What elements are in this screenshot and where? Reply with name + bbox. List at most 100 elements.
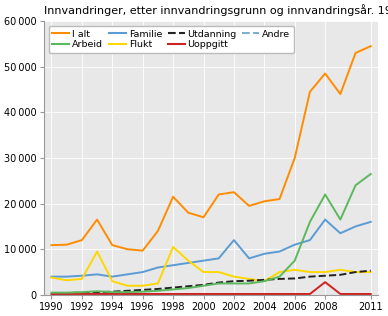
Andre: [156, 295, 160, 298]
Familie: [232, 238, 236, 242]
Familie: [353, 225, 358, 228]
Arbeid: [156, 289, 160, 293]
Familie: [293, 243, 297, 246]
Uoppgitt: [293, 292, 297, 296]
Arbeid: [353, 184, 358, 187]
Line: I alt: I alt: [52, 46, 371, 251]
Arbeid: [338, 218, 343, 222]
Familie: [369, 220, 373, 224]
Arbeid: [80, 290, 84, 294]
Arbeid: [308, 220, 312, 224]
Familie: [140, 270, 145, 274]
Familie: [308, 238, 312, 242]
Utdanning: [232, 279, 236, 283]
Uoppgitt: [156, 292, 160, 296]
Andre: [232, 295, 236, 298]
Flukt: [262, 279, 267, 283]
Flukt: [171, 245, 175, 249]
Familie: [338, 231, 343, 235]
Arbeid: [110, 290, 114, 294]
I alt: [338, 92, 343, 96]
Arbeid: [49, 291, 54, 295]
Utdanning: [95, 290, 99, 294]
I alt: [293, 156, 297, 160]
Utdanning: [369, 269, 373, 273]
Andre: [125, 295, 130, 298]
I alt: [64, 243, 69, 246]
Utdanning: [338, 273, 343, 277]
Arbeid: [262, 279, 267, 283]
Familie: [80, 274, 84, 278]
Familie: [110, 275, 114, 278]
Arbeid: [277, 275, 282, 278]
I alt: [262, 199, 267, 203]
Andre: [64, 295, 69, 298]
Andre: [247, 295, 251, 298]
Flukt: [323, 270, 327, 274]
Uoppgitt: [369, 292, 373, 296]
Familie: [247, 257, 251, 260]
Arbeid: [323, 192, 327, 196]
Flukt: [80, 277, 84, 281]
Utdanning: [156, 287, 160, 291]
Arbeid: [247, 282, 251, 285]
I alt: [80, 238, 84, 242]
Uoppgitt: [308, 292, 312, 296]
Utdanning: [293, 276, 297, 280]
Flukt: [338, 268, 343, 272]
Uoppgitt: [64, 292, 69, 296]
Flukt: [156, 282, 160, 285]
Uoppgitt: [217, 292, 221, 296]
Utdanning: [49, 292, 54, 295]
Flukt: [308, 270, 312, 274]
Uoppgitt: [232, 292, 236, 296]
Uoppgitt: [353, 292, 358, 296]
Uoppgitt: [171, 292, 175, 296]
Line: Familie: Familie: [52, 220, 371, 276]
Utdanning: [64, 291, 69, 295]
Familie: [125, 272, 130, 276]
Flukt: [95, 250, 99, 253]
Uoppgitt: [125, 292, 130, 296]
Familie: [64, 275, 69, 278]
I alt: [186, 211, 191, 215]
Text: Innvandringer, etter innvandringsgrunn og innvandringsår. 1990-2011: Innvandringer, etter innvandringsgrunn o…: [44, 4, 388, 16]
Flukt: [217, 270, 221, 274]
Andre: [110, 295, 114, 298]
Line: Arbeid: Arbeid: [52, 174, 371, 293]
Arbeid: [140, 290, 145, 294]
Andre: [140, 295, 145, 298]
Andre: [217, 295, 221, 298]
Flukt: [353, 270, 358, 274]
Flukt: [232, 275, 236, 278]
Andre: [369, 295, 373, 298]
Andre: [323, 295, 327, 298]
I alt: [49, 243, 54, 247]
I alt: [201, 216, 206, 219]
Arbeid: [64, 291, 69, 295]
Utdanning: [323, 274, 327, 278]
Andre: [95, 295, 99, 298]
I alt: [277, 197, 282, 201]
Familie: [171, 263, 175, 267]
Flukt: [110, 279, 114, 283]
Arbeid: [232, 282, 236, 285]
Flukt: [125, 284, 130, 288]
Familie: [323, 218, 327, 222]
Andre: [186, 295, 191, 298]
I alt: [125, 247, 130, 251]
Utdanning: [201, 283, 206, 287]
I alt: [171, 195, 175, 199]
Andre: [201, 295, 206, 298]
Utdanning: [277, 277, 282, 281]
Familie: [186, 261, 191, 265]
Andre: [338, 295, 343, 298]
Utdanning: [140, 288, 145, 292]
Uoppgitt: [247, 292, 251, 296]
Uoppgitt: [80, 292, 84, 296]
I alt: [323, 72, 327, 76]
I alt: [217, 192, 221, 196]
Uoppgitt: [95, 292, 99, 296]
Utdanning: [262, 278, 267, 282]
Arbeid: [293, 259, 297, 263]
